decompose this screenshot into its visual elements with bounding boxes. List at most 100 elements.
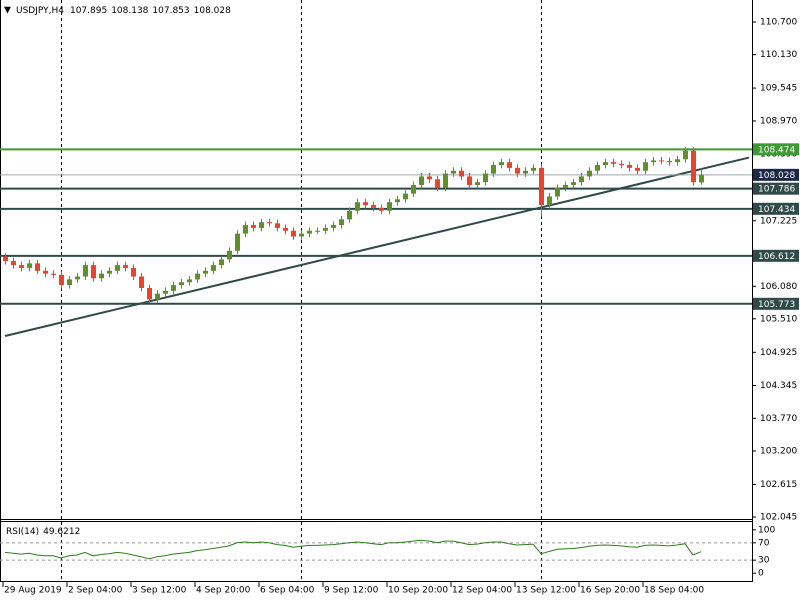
- y-tick-label: 106.080: [760, 282, 797, 292]
- candle-body: [235, 233, 240, 251]
- candle-body: [483, 173, 488, 183]
- candle-body: [75, 276, 80, 280]
- x-tick-label: 6 Sep 04:00: [260, 586, 315, 596]
- price-label: 108.474: [758, 145, 795, 155]
- x-tick-label: 16 Sep 20:00: [580, 586, 640, 596]
- high: 108.138: [111, 6, 148, 16]
- candle-body: [139, 276, 144, 288]
- y-tick-label: 104.345: [760, 381, 797, 391]
- candle-body: [555, 187, 560, 197]
- price-label: 107.786: [758, 185, 795, 195]
- candle-body: [307, 230, 312, 234]
- candle-body: [251, 225, 256, 228]
- candle-body: [379, 207, 384, 211]
- y-tick-label: 105.510: [760, 314, 797, 324]
- candle-body: [419, 176, 424, 186]
- candle-body: [475, 182, 480, 186]
- candle-body: [155, 293, 160, 300]
- candle-body: [523, 170, 528, 174]
- candle-body: [411, 185, 416, 194]
- rsi-tick-label: 100: [758, 525, 775, 535]
- candle-body: [315, 230, 320, 232]
- price-label-box: [753, 297, 799, 310]
- candle-body: [611, 162, 616, 164]
- candle-body: [531, 167, 536, 171]
- chart-header: USDJPY,H4 107.895 108.138 107.853 108.028: [16, 6, 231, 16]
- candle-body: [11, 261, 16, 266]
- rsi-title: RSI(14): [6, 527, 39, 537]
- x-tick-label: 9 Sep 12:00: [324, 586, 379, 596]
- candle-body: [27, 263, 32, 268]
- candle-body: [627, 165, 632, 168]
- candle-body: [187, 279, 192, 283]
- candle-body: [507, 162, 512, 168]
- rsi-tick-label: 70: [758, 538, 770, 548]
- y-tick-label: 110.700: [760, 18, 797, 28]
- x-tick-label: 18 Sep 04:00: [644, 586, 704, 596]
- candle-body: [403, 193, 408, 200]
- price-label: 106.612: [758, 252, 795, 262]
- candle-body: [339, 219, 344, 226]
- candle-body: [43, 270, 48, 274]
- candle-body: [619, 163, 624, 166]
- x-tick-label: 3 Sep 12:00: [132, 586, 187, 596]
- rsi-value: 49.6212: [43, 527, 80, 537]
- candle-body: [227, 250, 232, 260]
- candle-body: [563, 185, 568, 188]
- y-tick-label: 107.225: [760, 216, 797, 226]
- candle-body: [451, 170, 456, 174]
- candle-body: [243, 225, 248, 234]
- candle-body: [659, 160, 664, 162]
- candle-body: [355, 202, 360, 211]
- candle-body: [651, 160, 656, 163]
- candle-body: [491, 165, 496, 174]
- candle-body: [427, 176, 432, 180]
- candle-body: [643, 162, 648, 171]
- y-tick-label: 104.925: [760, 348, 797, 358]
- price-label: 105.773: [758, 300, 795, 310]
- candle-body: [331, 225, 336, 228]
- candle-body: [131, 267, 136, 277]
- y-tick-label: 103.200: [760, 446, 797, 456]
- close: 108.028: [194, 6, 231, 16]
- candle-body: [363, 202, 368, 206]
- candle-body: [99, 273, 104, 279]
- candle-body: [387, 202, 392, 211]
- candle-body: [163, 290, 168, 294]
- candle-body: [691, 150, 696, 183]
- candle-body: [323, 227, 328, 231]
- candle-body: [35, 263, 40, 271]
- candle-body: [91, 265, 96, 279]
- candle-body: [147, 287, 152, 300]
- x-tick-label: 13 Sep 12:00: [516, 586, 576, 596]
- candle-body: [595, 165, 600, 171]
- candle-body: [211, 265, 216, 271]
- candle-body: [179, 282, 184, 286]
- candle-body: [203, 270, 208, 274]
- candle-body: [579, 176, 584, 183]
- rsi-tick-label: 0: [758, 569, 764, 579]
- candle-body: [219, 259, 224, 266]
- candle-body: [19, 265, 24, 268]
- candle-body: [443, 173, 448, 188]
- open: 107.895: [70, 6, 107, 16]
- y-tick-label: 102.615: [760, 480, 797, 490]
- candle-body: [67, 279, 72, 286]
- candle-body: [515, 167, 520, 174]
- x-tick-label: 2 Sep 04:00: [68, 586, 123, 596]
- candle-body: [107, 270, 112, 274]
- price-label-box: [753, 249, 799, 262]
- candle-body: [435, 179, 440, 188]
- candle-body: [347, 210, 352, 220]
- x-tick-label: 10 Sep 20:00: [388, 586, 448, 596]
- candle-body: [603, 162, 608, 166]
- price-label: 107.434: [758, 205, 795, 215]
- candle-body: [635, 167, 640, 171]
- candle-body: [675, 159, 680, 163]
- price-label-box: [753, 143, 799, 156]
- candle-body: [291, 230, 296, 237]
- y-tick-label: 102.045: [760, 513, 797, 523]
- candle-body: [171, 285, 176, 291]
